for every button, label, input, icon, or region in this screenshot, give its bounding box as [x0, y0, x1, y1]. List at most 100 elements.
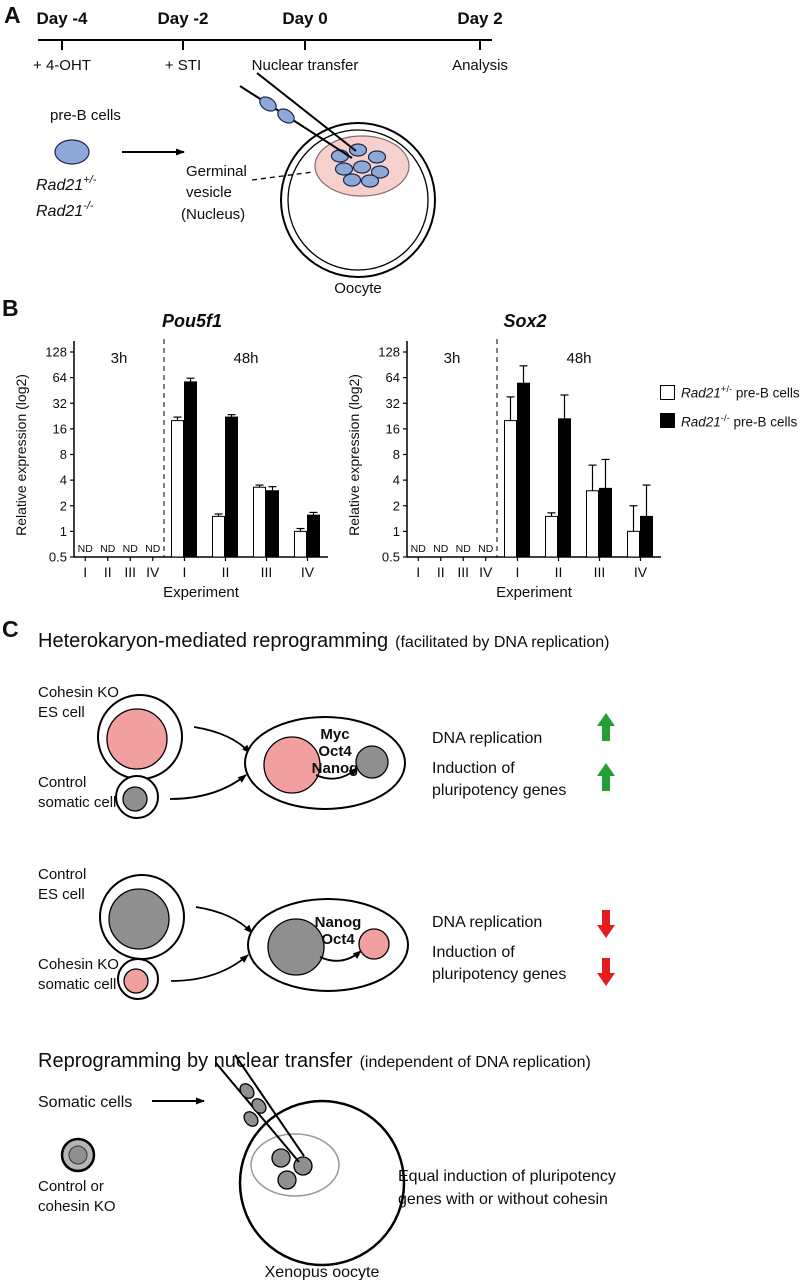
factor-label: Nanog — [315, 914, 362, 931]
bar — [558, 418, 571, 558]
big-cell-label: Cohesin KO — [38, 684, 119, 701]
outcome-text: DNA replication — [432, 914, 542, 931]
panel-b-label: B — [2, 295, 19, 321]
bar — [184, 381, 197, 558]
panel-c-diagram: Heterokaryon-mediated reprogramming (faci… — [38, 630, 616, 1280]
y-tick-label: 8 — [393, 447, 400, 462]
small-cell-label: somatic cell — [38, 976, 116, 993]
x-tick-label: III — [261, 564, 273, 580]
y-axis-label: Relative expression (log2) — [13, 374, 29, 536]
y-tick-label: 1 — [393, 524, 400, 539]
bar — [517, 382, 530, 558]
heterokaryon-row-2: Control ES cell Cohesin KO somatic cell … — [38, 866, 615, 1000]
panel-a-diagram: Day -4 Day -2 Day 0 Day 2 + 4-OHT + STI … — [33, 9, 508, 297]
oocyte — [280, 122, 436, 278]
up-arrow-icon — [597, 713, 615, 741]
legend-label: Rad21+/- pre-B cells — [681, 384, 800, 401]
heterokaryon-nucleus-gray — [267, 918, 325, 976]
y-tick-label: 0.5 — [49, 550, 67, 565]
heterokaryon-title: Heterokaryon-mediated reprogramming (faci… — [38, 630, 609, 652]
timeline-event: + STI — [165, 57, 201, 74]
x-tick-label: III — [594, 564, 606, 580]
transferred-nuclei — [330, 143, 390, 188]
bar — [266, 490, 279, 558]
pre-b-cell — [54, 139, 90, 165]
y-tick-label: 128 — [45, 345, 67, 360]
y-tick-label: 1 — [60, 524, 67, 539]
nd-label: ND — [456, 543, 472, 555]
y-tick-label: 4 — [60, 473, 67, 488]
y-tick-label: 2 — [60, 498, 67, 513]
outcome-text: pluripotency genes — [432, 782, 566, 799]
x-tick-label: III — [457, 564, 469, 580]
x-tick-label: III — [124, 564, 136, 580]
outcome-text: DNA replication — [432, 730, 542, 747]
y-axis-label: Relative expression (log2) — [346, 374, 362, 536]
bar — [627, 530, 640, 558]
x-tick-label: IV — [301, 564, 315, 580]
small-cell-label: Control — [38, 774, 86, 791]
bar — [504, 420, 517, 558]
bar — [307, 514, 320, 558]
legend-swatch-black — [660, 413, 675, 429]
injection-needle — [215, 1054, 305, 1163]
y-tick-label: 64 — [53, 370, 67, 385]
big-cell-label: ES cell — [38, 886, 85, 903]
chart-legend: Rad21+/- pre-B cells Rad21-/- pre-B cell… — [660, 384, 800, 429]
timeline-day: Day -4 — [36, 9, 88, 28]
gv-label-line: Germinal — [186, 163, 247, 180]
es-nucleus-gray — [108, 888, 170, 950]
donor-cell — [60, 1137, 96, 1173]
nd-label: ND — [100, 543, 116, 555]
x-tick-label: II — [104, 564, 112, 580]
y-tick-label: 0.5 — [382, 550, 400, 565]
fusion-arrow — [170, 954, 249, 982]
nd-label: ND — [145, 543, 161, 555]
outcome-text: Induction of — [432, 760, 515, 777]
legend-item-het: Rad21+/- pre-B cells — [660, 384, 800, 401]
factor-label: Oct4 — [318, 743, 352, 760]
factor-transfer-arrow — [319, 950, 362, 962]
heterokaryon-nucleus-pink — [358, 928, 390, 960]
y-tick-label: 16 — [53, 421, 67, 436]
nuclear-transfer-title: Reprogramming by nuclear transfer (indepe… — [38, 1050, 591, 1072]
heterokaryon-row-1: Cohesin KO ES cell Control somatic cell … — [38, 684, 615, 819]
outcome-text: pluripotency genes — [432, 966, 566, 983]
timeline-day: Day 0 — [282, 9, 327, 28]
y-tick-label: 32 — [53, 396, 67, 411]
x-tick-label: IV — [146, 564, 160, 580]
y-tick-label: 128 — [378, 345, 400, 360]
panel-a-label: A — [4, 2, 21, 28]
section-label: 3h — [444, 350, 461, 367]
nd-label: ND — [123, 543, 139, 555]
bar — [586, 490, 599, 558]
x-tick-label: I — [83, 564, 87, 580]
nd-label: ND — [411, 543, 427, 555]
small-cell-label: somatic cell — [38, 794, 116, 811]
x-tick-label: I — [416, 564, 420, 580]
somatic-cells-label: Somatic cells — [38, 1094, 132, 1111]
bar — [225, 416, 238, 558]
genotype-het: Rad21+/- — [36, 174, 97, 194]
pre-b-cells-label: pre-B cells — [50, 107, 121, 124]
x-axis-label: Experiment — [163, 584, 240, 601]
timeline-event: + 4-OHT — [33, 57, 91, 74]
nd-label: ND — [433, 543, 449, 555]
big-cell-label: ES cell — [38, 704, 85, 721]
outcome-text: Induction of — [432, 944, 515, 961]
legend-item-ko: Rad21-/- pre-B cells — [660, 413, 800, 429]
y-tick-label: 8 — [60, 447, 67, 462]
somatic-nucleus-gray — [122, 786, 148, 812]
down-arrow-icon — [597, 910, 615, 938]
equal-induction-text: genes with or without cohesin — [398, 1191, 608, 1208]
x-tick-label: I — [183, 564, 187, 580]
chart-sox2: Sox2 Relative expression (log2) 128 64 32 16 8… — [346, 311, 661, 601]
fusion-arrow — [193, 726, 251, 754]
nd-label: ND — [478, 543, 494, 555]
x-tick-label: IV — [634, 564, 648, 580]
es-nucleus-pink — [106, 708, 168, 770]
y-tick-label: 2 — [393, 498, 400, 513]
heterokaryon-nucleus-pink — [263, 736, 321, 794]
heterokaryon-nucleus-gray — [355, 745, 389, 779]
